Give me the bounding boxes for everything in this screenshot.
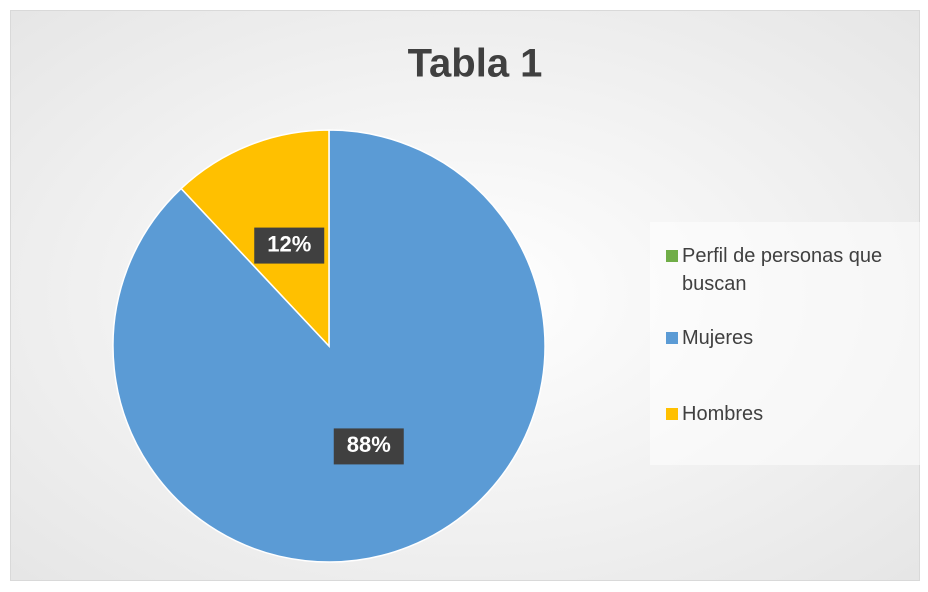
legend-item: Hombres [666,400,906,428]
legend-swatch [666,250,678,262]
data-label: 88% [347,432,391,457]
data-label-box [254,227,325,264]
legend: Perfil de personas que buscan Mujeres Homb… [650,222,920,465]
legend-swatch [666,408,678,420]
data-label: 12% [267,231,311,256]
legend-label: Hombres [682,403,764,425]
legend-label: Mujeres [682,327,754,349]
pie: 88% 12% [112,129,546,563]
chart-title: Tabla 1 [408,42,543,86]
legend-item: Perfil de personas que buscan [666,242,906,298]
legend-label: Perfil de personas que buscan [682,245,883,295]
legend-item: Mujeres [666,324,906,352]
legend-swatch [666,332,678,344]
data-label-box [333,428,404,465]
